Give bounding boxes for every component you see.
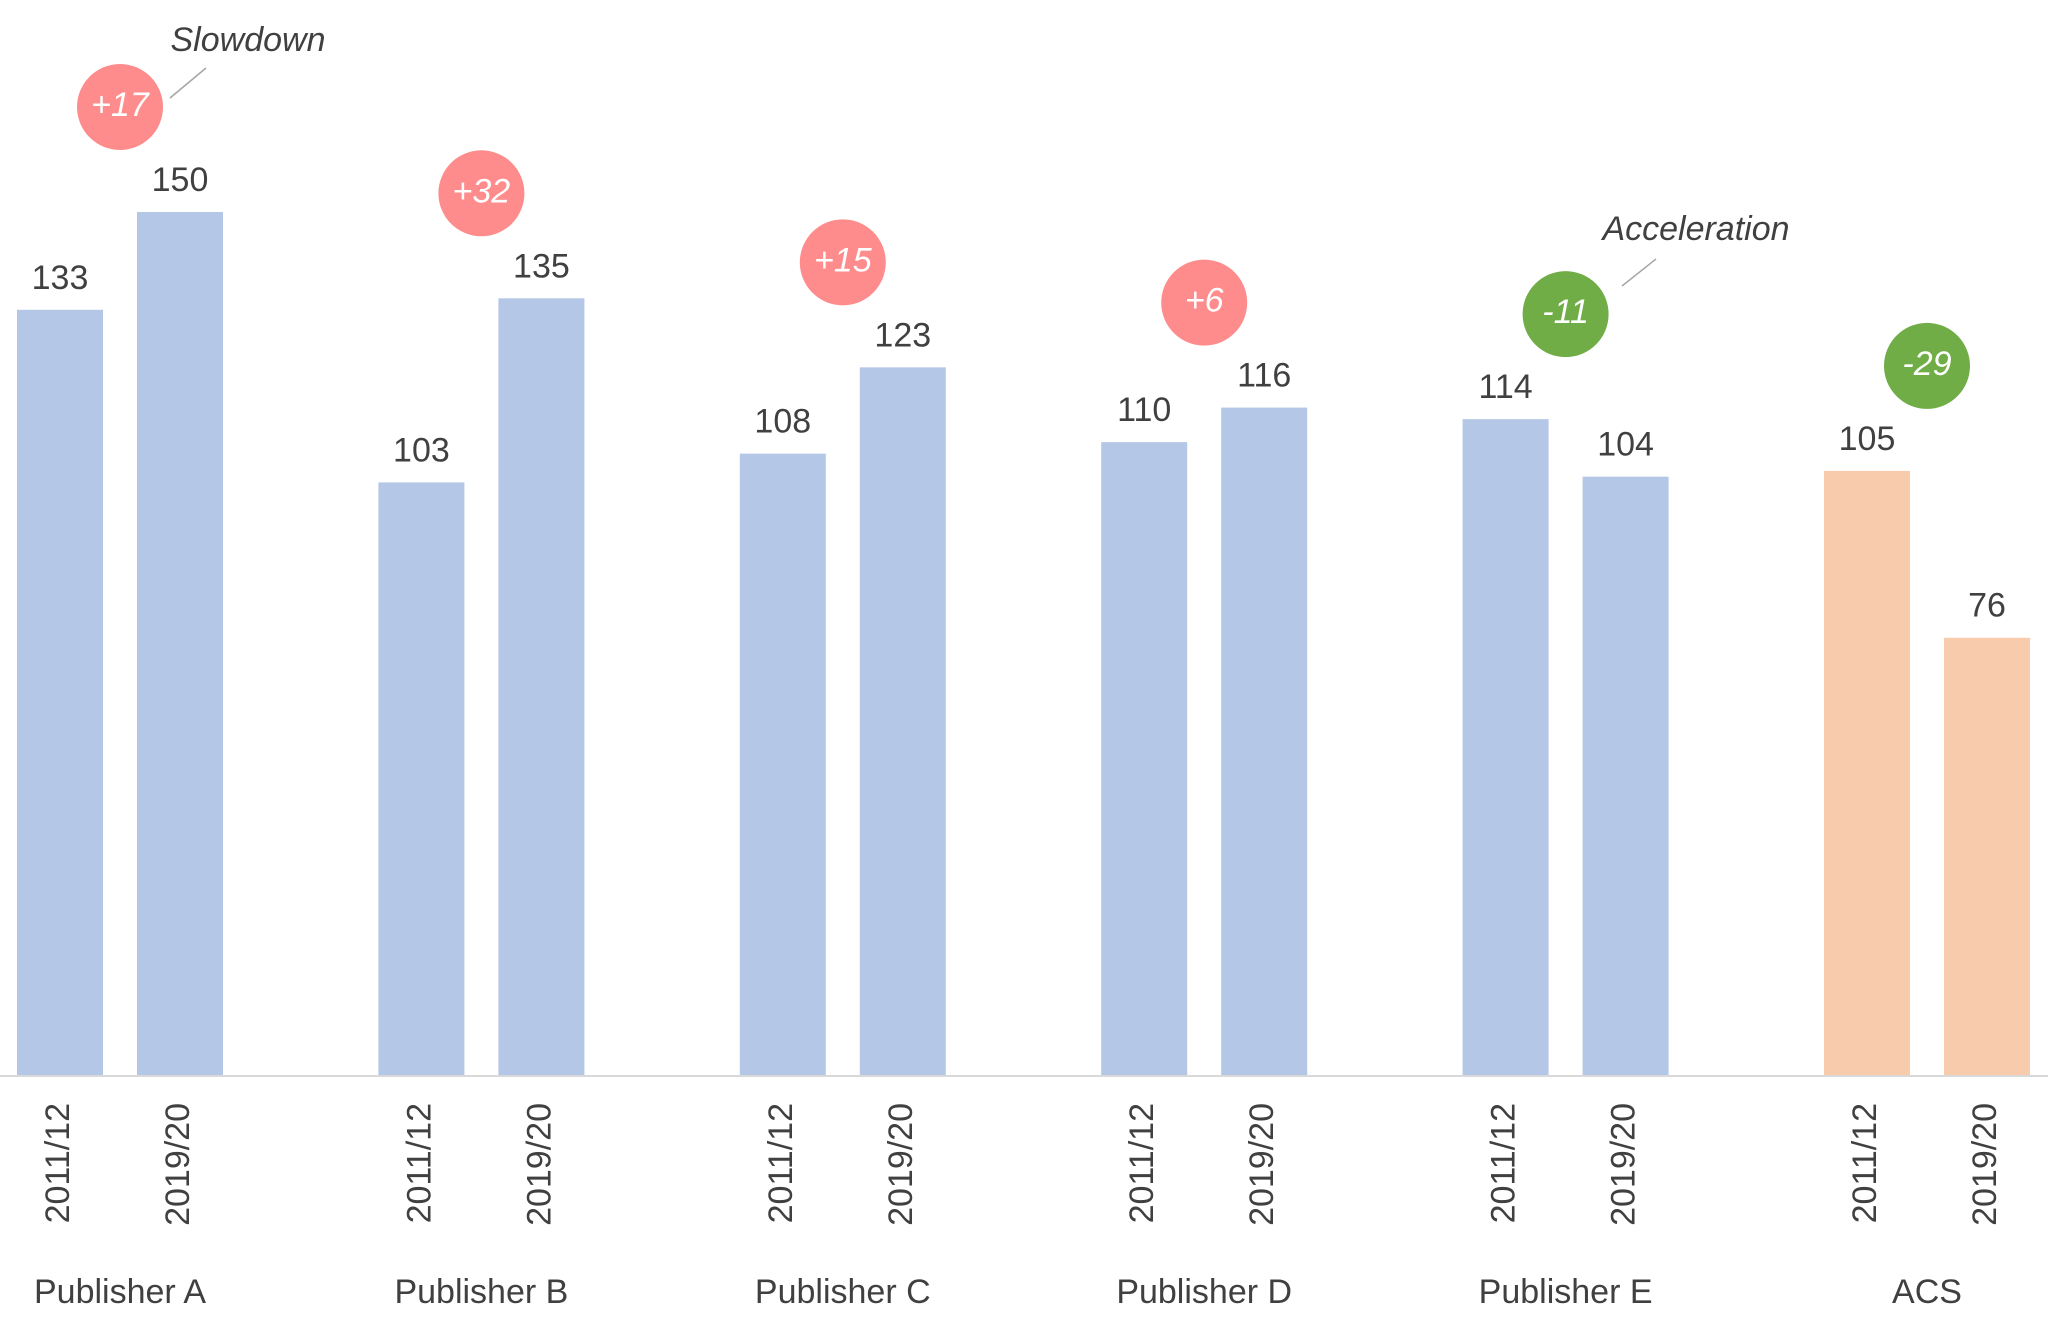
bar [1824,470,1910,1075]
x-tick-label: 2019/20 [1243,1103,1281,1226]
bar [498,298,585,1075]
bar [1582,476,1669,1075]
annotation: Slowdown [171,21,326,59]
change-label: +15 [814,241,872,279]
group-label: Publisher A [34,1273,206,1311]
leader-line [1621,258,1657,287]
value-label: 135 [513,247,570,285]
x-tick-label: 2019/20 [882,1103,920,1226]
group-label: ACS [1892,1273,1962,1311]
change-label: +32 [453,172,511,210]
value-label: 116 [1237,357,1291,395]
x-tick-label: 2011/12 [1123,1103,1161,1223]
x-tick-label: 2011/12 [1846,1103,1884,1223]
x-tick-label: 2011/12 [400,1103,438,1223]
change-bubble [799,219,886,306]
bar [378,482,465,1075]
change-bubble [1161,259,1248,346]
bar [739,453,826,1075]
value-label: 123 [874,316,931,354]
change-bubble [77,64,163,150]
x-tick-label: 2011/12 [39,1103,77,1223]
bar [1944,637,2030,1075]
value-label: 104 [1597,426,1654,464]
x-tick-label: 2011/12 [762,1103,800,1223]
group-label: Publisher B [394,1273,568,1311]
change-label: +6 [1185,282,1224,320]
annotation: Acceleration [1600,210,1789,248]
change-label: +17 [91,86,150,124]
value-label: 105 [1839,420,1896,458]
x-tick-label: 2019/20 [1605,1103,1643,1226]
x-tick-label: 2019/20 [159,1103,197,1226]
x-tick-label: 2019/20 [520,1103,558,1226]
value-label: 103 [393,431,450,469]
change-label: -29 [1902,345,1951,383]
bar [17,309,103,1076]
x-tick-label: 2011/12 [1485,1103,1523,1223]
bar [859,367,946,1076]
value-label: 133 [32,259,89,297]
group-label: Publisher C [755,1273,931,1311]
group-label: Publisher D [1116,1273,1292,1311]
change-bubble [1884,322,1970,409]
leader-line [169,67,207,99]
bar [1462,419,1549,1075]
x-tick-label: 2019/20 [1966,1103,2004,1226]
bar [1101,442,1188,1076]
group-label: Publisher E [1479,1273,1653,1311]
bar [1221,407,1308,1075]
value-label: 110 [1117,391,1171,429]
value-label: 114 [1478,368,1532,406]
value-label: 150 [152,161,209,199]
bar [137,212,223,1075]
value-label: 76 [1968,587,2006,625]
change-bubble [1522,271,1609,358]
change-label: -11 [1542,293,1589,331]
value-label: 108 [754,403,811,441]
change-bubble [438,150,525,237]
